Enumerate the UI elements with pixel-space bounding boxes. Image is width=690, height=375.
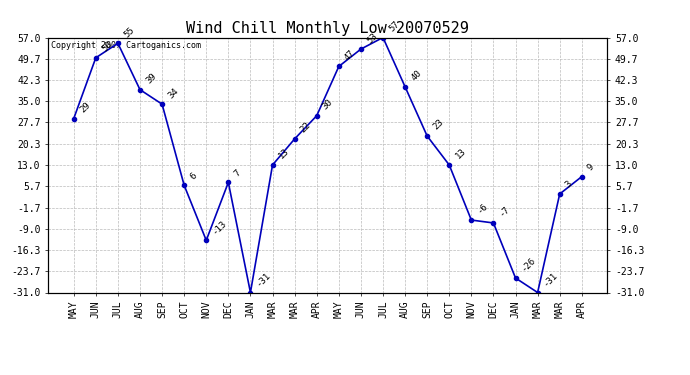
Text: 13: 13 (453, 147, 467, 161)
Text: 3: 3 (564, 180, 574, 190)
Text: -31: -31 (542, 271, 560, 288)
Text: 29: 29 (78, 100, 92, 114)
Text: 55: 55 (122, 25, 136, 39)
Text: 22: 22 (299, 121, 313, 135)
Text: 7: 7 (233, 168, 243, 178)
Text: 9: 9 (586, 162, 596, 172)
Text: -31: -31 (255, 271, 273, 288)
Text: -7: -7 (497, 205, 511, 219)
Text: 53: 53 (365, 31, 379, 45)
Text: Copyright 2007 Cartoganics.com: Copyright 2007 Cartoganics.com (51, 41, 201, 50)
Title: Wind Chill Monthly Low 20070529: Wind Chill Monthly Low 20070529 (186, 21, 469, 36)
Text: 39: 39 (144, 72, 158, 86)
Text: 47: 47 (343, 48, 357, 62)
Text: 34: 34 (166, 86, 180, 100)
Text: 23: 23 (431, 118, 445, 132)
Text: 13: 13 (277, 147, 290, 161)
Text: 50: 50 (100, 40, 114, 54)
Text: -13: -13 (210, 218, 228, 236)
Text: -6: -6 (475, 202, 489, 216)
Text: 6: 6 (188, 171, 199, 181)
Text: -26: -26 (520, 256, 538, 274)
Text: 30: 30 (321, 98, 335, 112)
Text: 40: 40 (409, 69, 423, 82)
Text: 57: 57 (387, 20, 401, 33)
